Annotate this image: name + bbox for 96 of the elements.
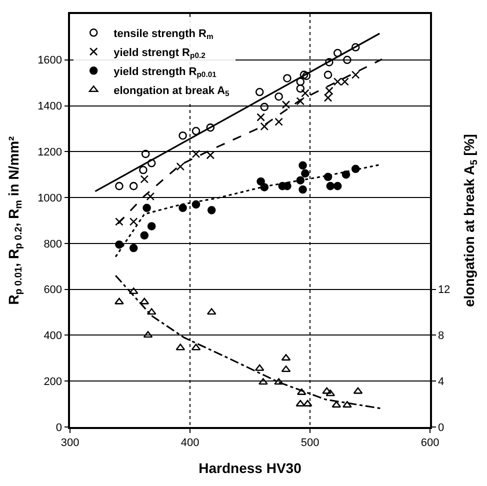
point	[296, 388, 306, 395]
point	[140, 298, 150, 304]
y2-tick-label: 12	[438, 284, 450, 296]
point	[192, 150, 200, 158]
point	[296, 400, 306, 406]
point	[256, 113, 265, 122]
y2-tick-label: 0	[438, 422, 444, 434]
point	[281, 365, 291, 372]
point	[281, 354, 291, 361]
point	[353, 387, 363, 394]
point	[283, 74, 292, 82]
point	[326, 390, 336, 396]
x-tick-label: 300	[60, 436, 80, 449]
point	[128, 287, 138, 294]
point	[326, 182, 335, 190]
point	[192, 200, 200, 209]
point	[298, 185, 307, 194]
point	[300, 70, 308, 79]
point	[129, 244, 138, 252]
point	[147, 222, 156, 230]
point	[178, 131, 187, 140]
y-tick-label: 400	[44, 330, 62, 342]
point	[325, 86, 334, 96]
point	[146, 308, 156, 315]
point	[296, 84, 305, 93]
legend-label: yield strength R$_{p0.01}$	[114, 66, 218, 80]
y-tick-label: 1400	[38, 100, 62, 113]
point	[301, 89, 310, 98]
point	[260, 183, 269, 192]
point	[258, 378, 268, 385]
point	[139, 166, 148, 174]
point	[192, 126, 200, 136]
x-axis-title: Hardness HV30	[198, 460, 302, 476]
point	[115, 182, 124, 190]
point	[141, 150, 150, 158]
point	[129, 182, 138, 190]
point	[322, 387, 332, 394]
point	[274, 92, 283, 101]
point	[178, 204, 187, 212]
x-tick-label: 600	[420, 436, 440, 449]
point	[302, 72, 311, 80]
y-tick-label: 1000	[38, 192, 62, 204]
point	[274, 118, 283, 126]
point	[302, 400, 312, 406]
point	[140, 231, 149, 240]
point	[142, 204, 151, 212]
point	[343, 56, 352, 64]
x-tick-label: 400	[180, 436, 200, 449]
point	[206, 308, 216, 315]
point	[129, 218, 138, 226]
point	[282, 100, 290, 109]
point	[260, 122, 269, 131]
point	[115, 240, 124, 249]
y-tick-label: 800	[44, 238, 62, 250]
point	[140, 175, 149, 184]
point	[296, 176, 305, 184]
point	[191, 344, 201, 350]
point	[254, 364, 264, 371]
point	[296, 78, 305, 86]
y2-tick-label: 8	[438, 330, 444, 342]
point	[351, 43, 360, 52]
point	[351, 70, 360, 79]
point	[143, 331, 153, 338]
point	[333, 182, 342, 190]
point	[147, 158, 156, 168]
y-tick-label: 0	[56, 422, 62, 434]
point	[333, 48, 342, 58]
y-tick-label: 200	[44, 376, 62, 388]
legend-label: yield strengt R$_{p0.2}$	[114, 46, 206, 60]
point	[146, 192, 155, 201]
point	[114, 298, 124, 304]
x-tick-label: 500	[300, 436, 320, 449]
point	[274, 378, 284, 385]
y-tick-label: 1200	[38, 146, 62, 159]
legend-label: elongation at break A$_{5}$	[114, 84, 230, 98]
point	[342, 170, 350, 179]
point	[324, 70, 332, 79]
point	[176, 162, 185, 171]
point	[176, 344, 186, 350]
y-tick-label: 1600	[38, 54, 62, 67]
point	[298, 161, 307, 170]
legend-label: tensile strength R$_{m}$	[114, 28, 214, 42]
point	[324, 94, 332, 102]
point	[260, 102, 269, 112]
point	[325, 58, 334, 66]
point	[342, 401, 352, 408]
point	[115, 218, 124, 226]
point	[207, 206, 216, 214]
y-tick-label: 600	[44, 284, 62, 296]
point	[256, 177, 265, 186]
point	[301, 169, 310, 178]
point	[332, 401, 342, 408]
point	[296, 97, 305, 106]
y2-tick-label: 4	[438, 376, 444, 388]
point	[206, 123, 215, 132]
point	[255, 88, 264, 96]
